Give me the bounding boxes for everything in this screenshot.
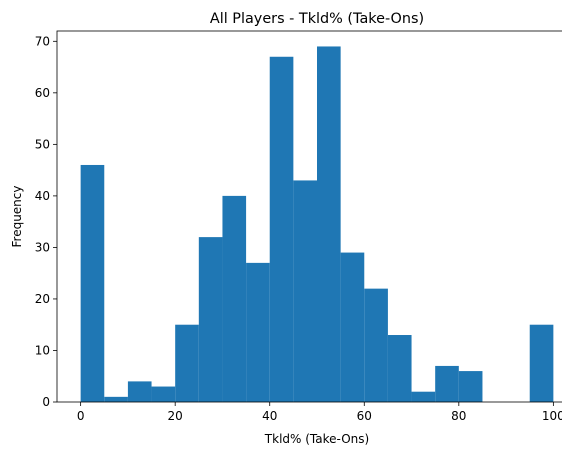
x-tick-label: 60 (357, 409, 372, 423)
histogram-bar (198, 237, 223, 402)
y-tick-label: 60 (35, 86, 50, 100)
histogram-bar (127, 381, 152, 402)
y-tick-label: 10 (35, 344, 50, 358)
y-axis-label: Frequency (10, 186, 24, 248)
y-tick-label: 0 (42, 395, 50, 409)
histogram-bar (293, 180, 317, 402)
histogram-bar (80, 164, 105, 402)
plot-frame (56, 30, 562, 403)
histogram-bar (435, 365, 459, 402)
y-tick-label: 50 (35, 138, 50, 152)
y-tick-label: 30 (35, 241, 50, 255)
x-tick-label: 80 (451, 409, 466, 423)
x-axis-label: Tkld% (Take-Ons) (264, 432, 369, 446)
x-tick-label: 100 (542, 409, 562, 423)
bars-group (80, 46, 554, 403)
y-tick-label: 40 (35, 189, 50, 203)
histogram-bar (246, 262, 270, 402)
y-tick-label: 20 (35, 292, 50, 306)
x-axis: 0 20 40 60 80 100 (77, 402, 562, 423)
histogram-bar (529, 324, 554, 402)
y-axis: 0 10 20 30 40 50 60 70 (35, 35, 57, 409)
histogram-bar (175, 324, 199, 402)
histogram-bar (317, 46, 341, 402)
histogram-bar (104, 396, 128, 402)
histogram-bar (458, 371, 483, 402)
histogram-bar (222, 195, 247, 402)
histogram-bar (340, 252, 365, 402)
y-tick-label: 70 (35, 35, 50, 49)
histogram-bar (387, 335, 412, 402)
histogram-bar (151, 386, 176, 402)
x-tick-label: 0 (77, 409, 85, 423)
chart-title: All Players - Tkld% (Take-Ons) (210, 11, 424, 27)
histogram-bar (269, 56, 294, 403)
histogram-bar (364, 288, 388, 402)
x-tick-label: 20 (168, 409, 183, 423)
histogram-bar (411, 391, 436, 402)
x-tick-label: 40 (262, 409, 277, 423)
